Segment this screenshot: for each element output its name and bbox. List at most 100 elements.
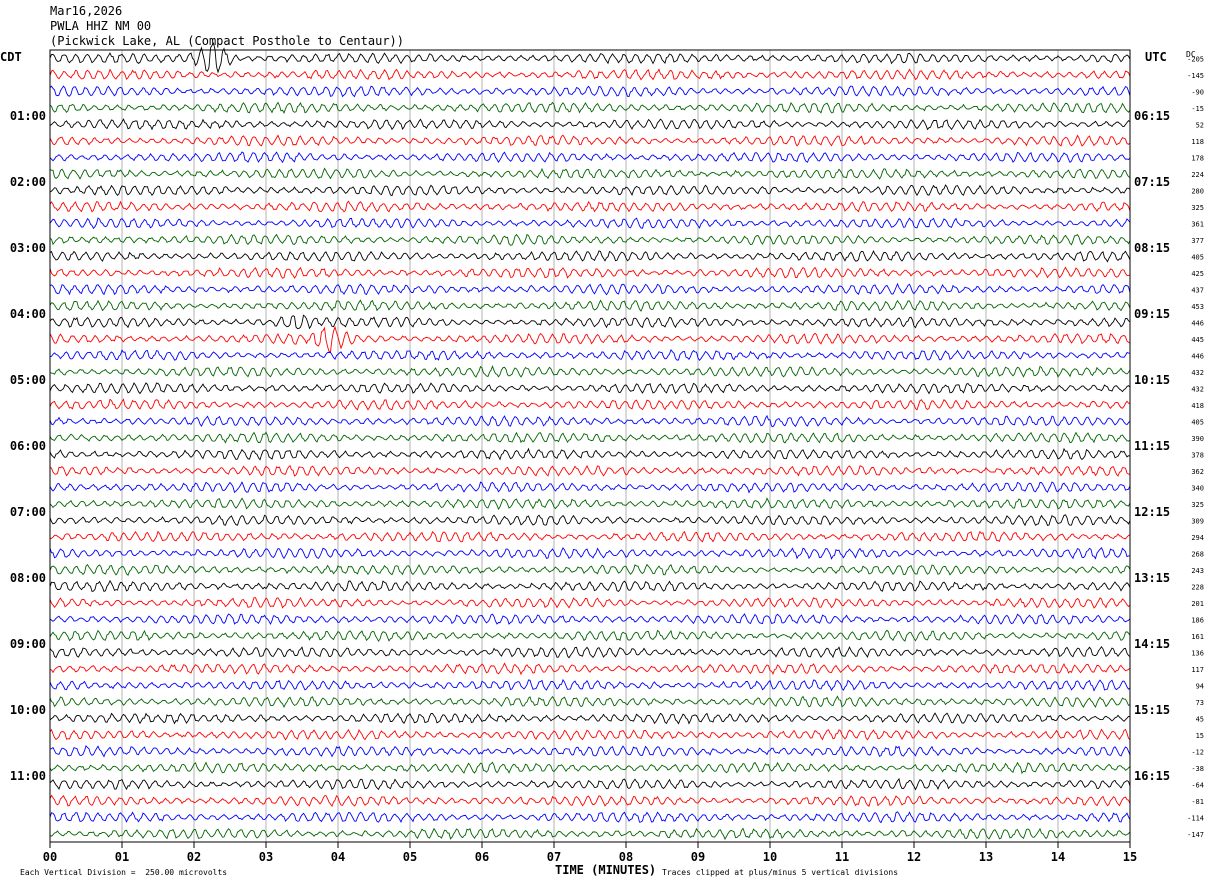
dc-offset-label: 280 [1191, 187, 1204, 195]
dc-offset-label: -205 [1187, 55, 1204, 63]
footer-clip-note: Traces clipped at plus/minus 5 vertical … [662, 868, 899, 877]
left-hour-label: 10:00 [10, 703, 46, 717]
dc-offset-label: 309 [1191, 517, 1204, 525]
left-axis-title: CDT [0, 50, 22, 64]
dc-offset-label: 446 [1191, 319, 1204, 327]
trace-row [49, 777, 1131, 791]
dc-offset-label: 377 [1191, 237, 1204, 245]
x-tick-label: 07 [547, 850, 561, 864]
dc-offset-label: 453 [1191, 303, 1204, 311]
trace-row [49, 712, 1131, 725]
dc-offset-label: 52 [1196, 121, 1204, 129]
header-date: Mar16,2026 [50, 4, 123, 18]
header-station: PWLA HHZ NM 00 [50, 19, 152, 33]
x-axis-title: TIME (MINUTES) [555, 863, 657, 877]
trace-row [49, 151, 1131, 164]
trace-row [49, 167, 1131, 180]
left-hour-label: 04:00 [10, 307, 46, 321]
trace-row [49, 811, 1131, 824]
left-hour-label: 01:00 [10, 109, 46, 123]
trace-row [49, 42, 1131, 74]
seismic-traces [49, 42, 1131, 841]
trace-row [49, 827, 1131, 841]
dc-offset-label: -147 [1187, 831, 1204, 839]
plot-frame [49, 49, 1131, 843]
x-tick-label: 12 [907, 850, 921, 864]
right-hour-label: 15:15 [1134, 703, 1170, 717]
trace-row [49, 646, 1131, 659]
trace-row [49, 85, 1131, 98]
trace-row [49, 348, 1131, 362]
dc-offset-label: 325 [1191, 204, 1204, 212]
dc-offset-label: 418 [1191, 402, 1204, 410]
trace-row [49, 299, 1131, 312]
dc-offset-label: -90 [1191, 88, 1204, 96]
dc-offset-label: 224 [1191, 171, 1204, 179]
dc-offset-label: 118 [1191, 138, 1204, 146]
dc-offset-label: 432 [1191, 369, 1204, 377]
x-axis-ticks: 00 01 02 03 04 05 06 07 08 09 10 11 12 13 14 15 [43, 842, 1137, 864]
header-location: (Pickwick Lake, AL (Compact Posthole to … [50, 34, 405, 48]
trace-row [49, 68, 1131, 81]
dc-offset-label: 325 [1191, 501, 1204, 509]
trace-row [49, 325, 1131, 353]
x-tick-label: 11 [835, 850, 849, 864]
right-hour-label: 14:15 [1134, 637, 1170, 651]
trace-row [49, 184, 1131, 197]
dc-offset-label: -81 [1191, 798, 1204, 806]
dc-offset-label: 405 [1191, 253, 1204, 261]
trace-row [49, 629, 1131, 642]
trace-row [49, 233, 1131, 246]
trace-row [49, 563, 1131, 576]
dc-offset-label: 405 [1191, 418, 1204, 426]
trace-row [49, 662, 1131, 676]
trace-row [49, 481, 1131, 494]
dc-offset-label: -15 [1191, 105, 1204, 113]
dc-offset-label: 362 [1191, 468, 1204, 476]
dc-offset-label: 340 [1191, 484, 1204, 492]
dc-offset-label: 94 [1196, 682, 1204, 690]
right-hour-label: 08:15 [1134, 241, 1170, 255]
dc-offset-label: -12 [1191, 748, 1204, 756]
trace-row [49, 728, 1131, 741]
trace-row [49, 414, 1131, 428]
right-hour-labels: 06:15 07:15 08:15 09:15 10:15 11:15 12:15 13:15… [1134, 109, 1170, 783]
x-tick-label: 13 [979, 850, 993, 864]
dc-offset-label: 201 [1191, 600, 1204, 608]
x-tick-label: 14 [1051, 850, 1065, 864]
trace-row [49, 497, 1131, 511]
dc-offset-label: 45 [1196, 715, 1204, 723]
dc-offset-label: 117 [1191, 666, 1204, 674]
dc-offset-labels: -205 -145 -90 -15 52 118 178 224 280 325 361 377 405… [1187, 55, 1204, 839]
x-tick-label: 00 [43, 850, 57, 864]
left-hour-label: 11:00 [10, 769, 46, 783]
trace-row [49, 266, 1131, 279]
trace-row [49, 514, 1131, 527]
dc-offset-label: 161 [1191, 633, 1204, 641]
left-hour-label: 03:00 [10, 241, 46, 255]
x-tick-label: 08 [619, 850, 633, 864]
trace-row [49, 745, 1131, 758]
x-tick-label: 05 [403, 850, 417, 864]
dc-offset-label: 390 [1191, 435, 1204, 443]
dc-offset-label: -145 [1187, 72, 1204, 80]
dc-offset-label: 268 [1191, 550, 1204, 558]
trace-row [49, 447, 1131, 461]
trace-row [49, 678, 1131, 692]
dc-offset-label: 178 [1191, 154, 1204, 162]
dc-offset-label: 73 [1196, 699, 1204, 707]
trace-row [49, 118, 1131, 131]
right-hour-label: 16:15 [1134, 769, 1170, 783]
dc-offset-label: 437 [1191, 286, 1204, 294]
x-tick-label: 03 [259, 850, 273, 864]
dc-offset-label: 228 [1191, 583, 1204, 591]
trace-row [49, 382, 1131, 395]
dc-offset-label: 445 [1191, 336, 1204, 344]
right-hour-label: 06:15 [1134, 109, 1170, 123]
left-hour-label: 02:00 [10, 175, 46, 189]
dc-offset-label: 294 [1191, 534, 1204, 542]
trace-row [49, 217, 1131, 230]
left-hour-label: 07:00 [10, 505, 46, 519]
x-tick-label: 02 [187, 850, 201, 864]
